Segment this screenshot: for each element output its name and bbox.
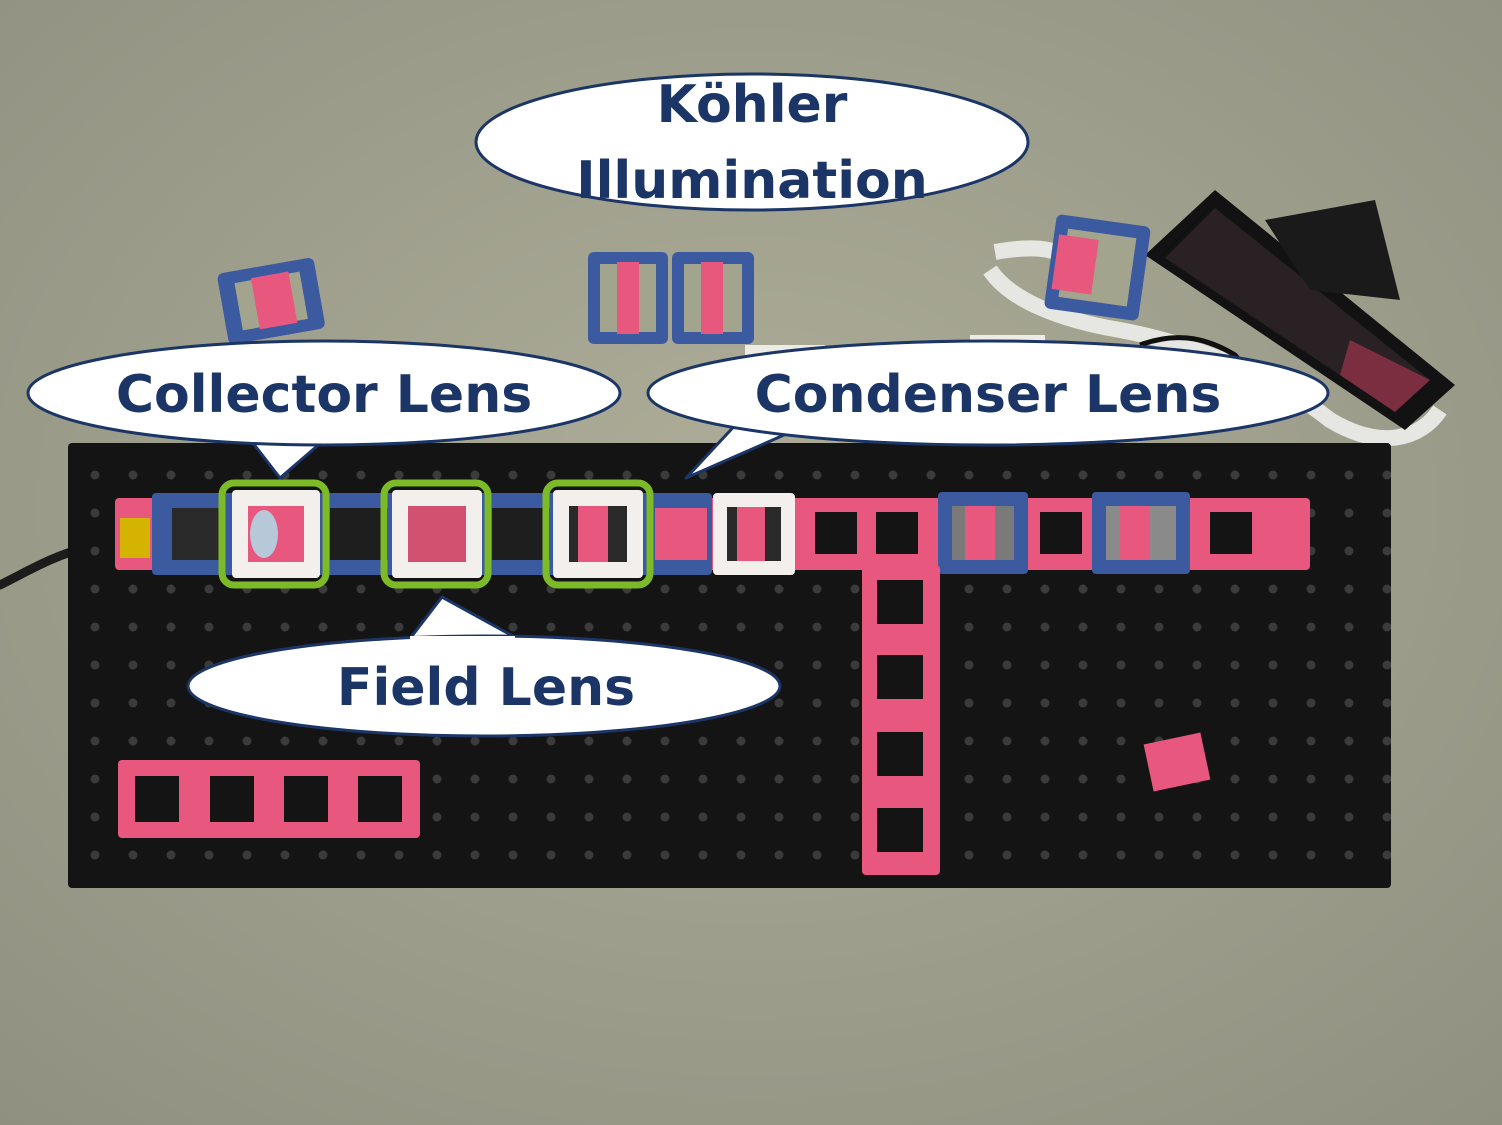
condenser-callout [646, 339, 1330, 480]
empty-slot [876, 512, 918, 554]
lens-icon [250, 510, 278, 558]
white-cube-field [392, 490, 482, 578]
collector-lens-label: Collector Lens [116, 365, 532, 425]
condenser-lens-label: Condenser Lens [755, 365, 1222, 425]
light-source-icon [120, 518, 150, 558]
blue-cube-right-2 [1092, 492, 1190, 574]
highlight-condenser-lens [542, 479, 654, 589]
white-cube-condenser [553, 490, 643, 578]
empty-slot [815, 512, 857, 554]
rail-gap [492, 508, 550, 560]
loose-cube-middle-1 [588, 252, 668, 344]
kohler-title-line1: Köhler [657, 75, 848, 135]
highlight-field-lens [380, 479, 492, 589]
field-callout [186, 595, 782, 738]
pink-spare-rail [118, 760, 420, 838]
blue-cube-right-1 [938, 492, 1028, 574]
camera-cube [1044, 214, 1151, 321]
collector-callout [26, 339, 622, 480]
empty-slot [1210, 512, 1252, 554]
display-screen-icon [1145, 190, 1455, 430]
pink-tag [1143, 732, 1211, 792]
empty-slot [1040, 512, 1082, 554]
pink-vertical-rail [862, 565, 940, 875]
loose-cube-left [217, 257, 325, 344]
light-source-module [172, 508, 220, 560]
rail-gap [655, 508, 707, 560]
rail-gap [330, 508, 388, 560]
white-cube-collector [232, 490, 320, 578]
loose-cube-middle-2 [672, 252, 754, 344]
white-cube-extra [713, 493, 795, 575]
field-lens-label: Field Lens [337, 658, 635, 718]
kohler-callout [474, 72, 1030, 212]
kohler-title-line2: Illumination [576, 151, 928, 211]
highlight-collector-lens [218, 479, 330, 589]
